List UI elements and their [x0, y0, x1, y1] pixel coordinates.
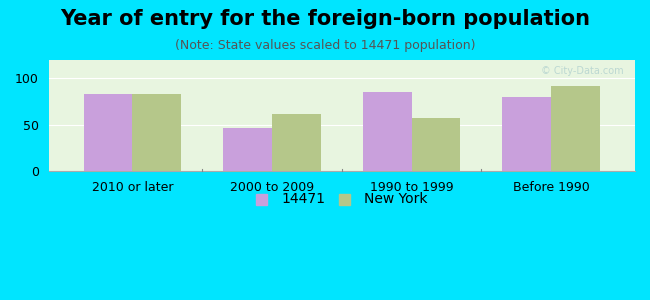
Legend: 14471, New York: 14471, New York [252, 188, 432, 211]
Text: © City-Data.com: © City-Data.com [541, 65, 623, 76]
Bar [83, 94, 133, 171]
Text: (Note: State values scaled to 14471 population): (Note: State values scaled to 14471 popu… [175, 39, 475, 52]
Text: Year of entry for the foreign-born population: Year of entry for the foreign-born popul… [60, 9, 590, 29]
Bar [133, 94, 181, 171]
Bar [502, 97, 551, 171]
Bar [223, 128, 272, 171]
Bar [272, 114, 321, 171]
Bar [363, 92, 411, 171]
Bar [551, 86, 600, 171]
Bar [411, 118, 460, 171]
